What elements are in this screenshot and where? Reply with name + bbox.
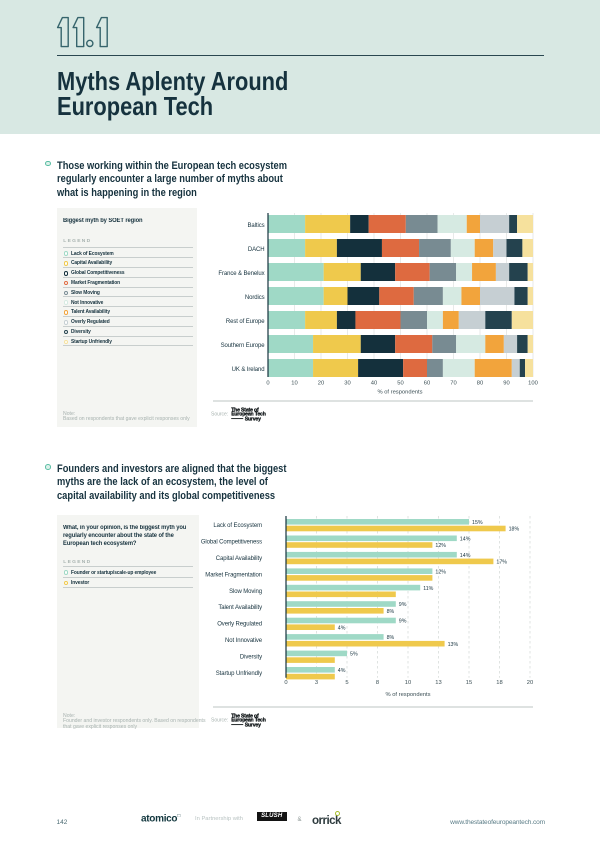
svg-text:Lack of Ecosystem: Lack of Ecosystem	[213, 523, 262, 529]
svg-text:European Tech: European Tech	[231, 411, 266, 417]
svg-text:Not Innovative: Not Innovative	[225, 638, 263, 644]
svg-text:30: 30	[344, 381, 350, 387]
svg-text:The State of: The State of	[231, 407, 259, 413]
svg-text:Source:: Source:	[211, 412, 228, 418]
svg-text:Capital Availability: Capital Availability	[216, 556, 262, 562]
svg-text:18%: 18%	[509, 527, 520, 533]
svg-text:60: 60	[424, 381, 430, 387]
svg-text:France & Benelux: France & Benelux	[218, 271, 264, 277]
svg-text:15%: 15%	[472, 520, 483, 526]
svg-text:% of respondents: % of respondents	[385, 692, 430, 698]
svg-text:Source:: Source:	[211, 718, 228, 724]
svg-text:8%: 8%	[387, 635, 395, 641]
svg-text:% of respondents: % of respondents	[377, 390, 422, 396]
svg-text:4%: 4%	[338, 625, 346, 631]
svg-text:Slow Moving: Slow Moving	[229, 589, 262, 595]
svg-text:90: 90	[503, 381, 509, 387]
svg-text:12%: 12%	[435, 569, 446, 575]
svg-text:14%: 14%	[460, 553, 471, 559]
svg-text:Global Competitiveness: Global Competitiveness	[201, 540, 262, 546]
svg-text:50: 50	[397, 381, 403, 387]
svg-text:4%: 4%	[338, 668, 346, 674]
svg-text:70: 70	[450, 381, 456, 387]
svg-text:Survey: Survey	[245, 416, 261, 422]
svg-text:8%: 8%	[387, 609, 395, 615]
svg-text:14%: 14%	[460, 537, 471, 543]
svg-text:40: 40	[371, 381, 377, 387]
svg-text:10: 10	[405, 680, 411, 686]
svg-text:0: 0	[266, 381, 269, 387]
svg-text:18: 18	[496, 680, 502, 686]
svg-text:Diversity: Diversity	[240, 655, 262, 661]
svg-text:Talent Availability: Talent Availability	[218, 605, 262, 611]
svg-text:0: 0	[284, 680, 287, 686]
svg-text:13%: 13%	[448, 642, 459, 648]
svg-text:80: 80	[477, 381, 483, 387]
svg-text:100: 100	[528, 381, 538, 387]
svg-text:Nordics: Nordics	[245, 295, 265, 301]
svg-text:UK & Ireland: UK & Ireland	[232, 367, 265, 373]
svg-text:8: 8	[376, 680, 379, 686]
svg-text:Southern Europe: Southern Europe	[221, 343, 266, 349]
svg-text:The State of: The State of	[231, 713, 259, 719]
svg-text:13: 13	[435, 680, 441, 686]
svg-text:Startup Unfriendly: Startup Unfriendly	[216, 671, 262, 677]
svg-text:Overly Regulated: Overly Regulated	[217, 622, 262, 628]
svg-text:12%: 12%	[435, 543, 446, 549]
svg-text:DACH: DACH	[248, 247, 265, 253]
svg-text:Survey: Survey	[245, 722, 261, 728]
svg-text:5%: 5%	[350, 652, 358, 658]
svg-text:20: 20	[318, 381, 324, 387]
svg-text:9%: 9%	[399, 602, 407, 608]
svg-text:5: 5	[345, 680, 348, 686]
svg-text:Market Fragmentation: Market Fragmentation	[205, 572, 262, 578]
svg-text:17%: 17%	[496, 560, 507, 566]
svg-text:European Tech: European Tech	[231, 717, 266, 723]
svg-text:9%: 9%	[399, 619, 407, 625]
svg-text:15: 15	[466, 680, 472, 686]
svg-text:10: 10	[291, 381, 297, 387]
svg-text:3: 3	[315, 680, 318, 686]
svg-text:20: 20	[527, 680, 533, 686]
svg-text:Rest of Europe: Rest of Europe	[226, 319, 265, 325]
svg-text:11%: 11%	[423, 586, 433, 592]
svg-text:Baltics: Baltics	[248, 223, 265, 229]
